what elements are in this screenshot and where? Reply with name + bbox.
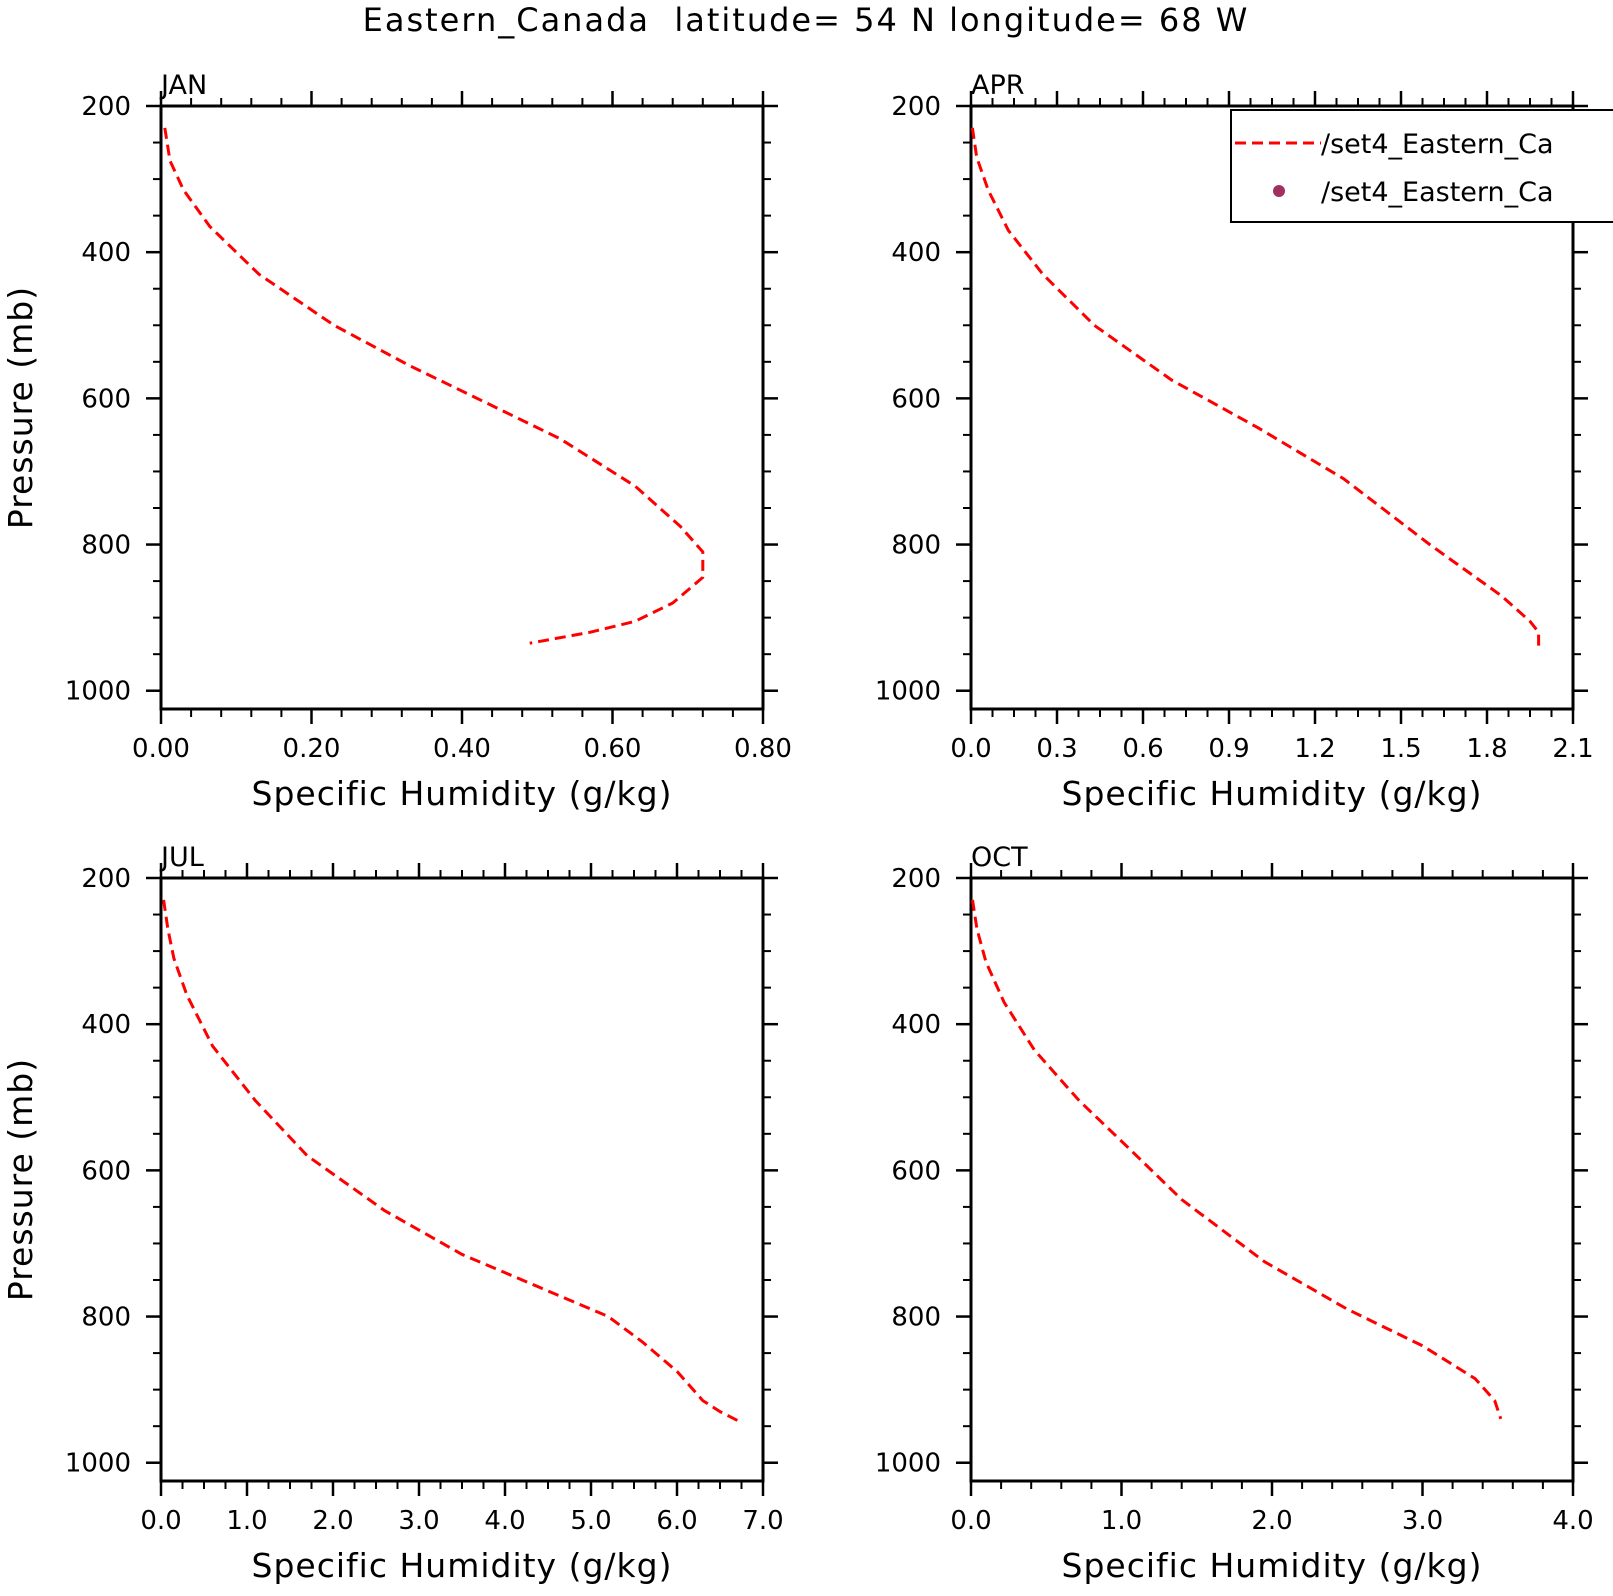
y-tick-label: 800 <box>81 1303 131 1333</box>
chart-panel-jan: JAN 0.00 0.20 0.40 0.60 0.80 200 400 600 800 1000 S… <box>1 70 792 813</box>
y-tick-label: 1000 <box>65 677 131 707</box>
plot-frame <box>969 876 1575 1483</box>
x-tick-label: 1.2 <box>1294 734 1335 764</box>
y-tick-label: 800 <box>891 1303 941 1333</box>
y-tick-label: 600 <box>81 384 131 414</box>
x-tick-label: 0.00 <box>132 734 190 764</box>
y-tick-label: 800 <box>81 531 131 561</box>
x-tick-label: 0.0 <box>140 1506 181 1536</box>
y-tick-label: 1000 <box>875 677 941 707</box>
x-tick-label: 0.40 <box>433 734 491 764</box>
x-tick-label: 0.20 <box>283 734 341 764</box>
chart-panel-apr: APR 0.0 0.3 0.6 0.9 1.2 1.5 1.8 2.1 200 400 600 800 1… <box>875 70 1594 813</box>
x-tick-label: 2.1 <box>1552 734 1593 764</box>
series-line-oct <box>971 899 1503 1420</box>
y-tick-label: 200 <box>81 92 131 122</box>
legend: /set4_Eastern_Ca/set4_Eastern_Ca <box>1230 109 1613 223</box>
x-tick-label: 4.0 <box>484 1506 525 1536</box>
x-tick-label: 0.0 <box>950 734 991 764</box>
y-tick-label: 200 <box>891 864 941 894</box>
series-line-jan <box>163 127 705 645</box>
chart-panels: JAN 0.00 0.20 0.40 0.60 0.80 200 400 600 800 1000 S… <box>1 70 1594 1585</box>
plot-frame <box>159 104 765 711</box>
y-tick-label: 400 <box>81 1010 131 1040</box>
panel-title: OCT <box>971 842 1028 873</box>
x-axis-label: Specific Humidity (g/kg) <box>252 1546 673 1585</box>
x-tick-label: 3.0 <box>398 1506 439 1536</box>
y-tick-label: 1000 <box>875 1449 941 1479</box>
x-tick-label: 4.0 <box>1552 1506 1593 1536</box>
panel-title: JAN <box>159 70 207 101</box>
x-tick-label: 0.9 <box>1208 734 1249 764</box>
x-tick-label: 1.0 <box>226 1506 267 1536</box>
y-tick-label: 800 <box>891 531 941 561</box>
x-axis-label: Specific Humidity (g/kg) <box>252 774 673 813</box>
y-axis-label: Pressure (mb) <box>1 286 40 529</box>
y-tick-label: 600 <box>891 1156 941 1186</box>
x-tick-label: 1.0 <box>1101 1506 1142 1536</box>
x-tick-label: 1.5 <box>1380 734 1421 764</box>
x-tick-label: 0.60 <box>584 734 642 764</box>
x-tick-label: 0.0 <box>950 1506 991 1536</box>
x-tick-label: 6.0 <box>656 1506 697 1536</box>
x-axis-label: Specific Humidity (g/kg) <box>1062 1546 1483 1585</box>
series-line-apr <box>970 127 1541 647</box>
y-tick-label: 400 <box>891 1010 941 1040</box>
x-axis-label: Specific Humidity (g/kg) <box>1062 774 1483 813</box>
y-tick-label: 600 <box>81 1156 131 1186</box>
y-tick-label: 200 <box>81 864 131 894</box>
x-tick-label: 7.0 <box>742 1506 783 1536</box>
figure-title: Eastern_Canada latitude= 54 N longitude=… <box>363 1 1250 39</box>
y-tick-label: 200 <box>891 92 941 122</box>
x-tick-label: 5.0 <box>570 1506 611 1536</box>
x-tick-label: 2.0 <box>312 1506 353 1536</box>
legend-dot-swatch <box>1273 185 1285 197</box>
y-tick-label: 400 <box>81 238 131 268</box>
chart-panel-oct: OCT 0.0 1.0 2.0 3.0 4.0 200 400 600 800 1000 Specif… <box>875 842 1594 1585</box>
x-tick-label: 0.6 <box>1122 734 1163 764</box>
legend-item-label: /set4_Eastern_Ca <box>1321 129 1554 160</box>
legend-item-label: /set4_Eastern_Ca <box>1321 177 1554 208</box>
x-tick-label: 0.3 <box>1036 734 1077 764</box>
y-axis-label: Pressure (mb) <box>1 1058 40 1301</box>
legend-body: /set4_Eastern_Ca/set4_Eastern_Ca <box>1230 109 1613 223</box>
x-tick-label: 3.0 <box>1402 1506 1443 1536</box>
y-tick-label: 600 <box>891 384 941 414</box>
chart-panel-jul: JUL 0.0 1.0 2.0 3.0 4.0 5.0 6.0 7.0 200 400 600 800 1… <box>1 842 784 1585</box>
panel-title: APR <box>971 70 1025 101</box>
series-line-jul <box>162 899 743 1424</box>
x-tick-label: 2.0 <box>1251 1506 1292 1536</box>
x-tick-label: 0.80 <box>734 734 792 764</box>
y-tick-label: 400 <box>891 238 941 268</box>
x-tick-label: 1.8 <box>1466 734 1507 764</box>
y-tick-label: 1000 <box>65 1449 131 1479</box>
plot-frame <box>159 876 765 1483</box>
legend-box <box>1230 109 1613 223</box>
panel-title: JUL <box>159 842 204 873</box>
